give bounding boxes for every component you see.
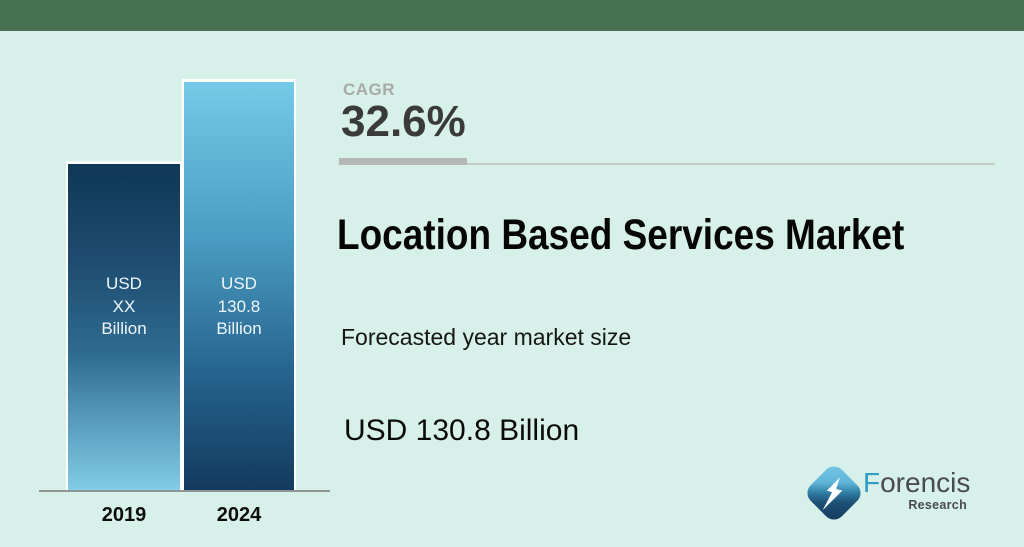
bar-2024-value-line3: Billion [216,319,262,338]
logo-name: Forencis [863,468,973,498]
bar-2019-value-label: USD XX Billion [68,273,180,341]
x-axis-label-2019: 2019 [101,504,147,526]
bar-2024-value-line2: 130.8 [217,296,261,316]
logo-text: Forencis Research [863,468,973,513]
forencis-logo: Forencis Research [800,460,990,530]
lightning-bolt-icon [822,477,843,511]
x-axis-line [39,490,330,492]
bar-2019-value-line3: Billion [101,319,147,338]
forecast-value: USD 130.8 Billion [344,414,580,447]
logo-name-initial: F [863,467,881,498]
cagr-label: CAGR [343,80,396,99]
bar-2024-value-label: USD 130.8 Billion [184,273,294,341]
divider-thick-segment [339,158,467,165]
header-bar [0,0,1024,31]
subtitle: Forecasted year market size [341,324,632,350]
page-title: Location Based Services Market [337,211,905,259]
divider-thin-segment [339,163,995,165]
divider-line [339,158,995,165]
logo-subtitle: Research [908,498,967,512]
logo-name-rest: orencis [880,467,971,498]
x-axis-label-2024: 2024 [216,504,262,526]
bar-2024: USD 130.8 Billion [182,79,296,491]
bar-2019-value-line2: XX [112,296,136,316]
bar-2024-value-line1: USD [221,274,257,293]
bar-2019: USD XX Billion [66,161,182,491]
cagr-value: 32.6% [341,97,466,146]
bar-2019-value-line1: USD [106,274,142,293]
